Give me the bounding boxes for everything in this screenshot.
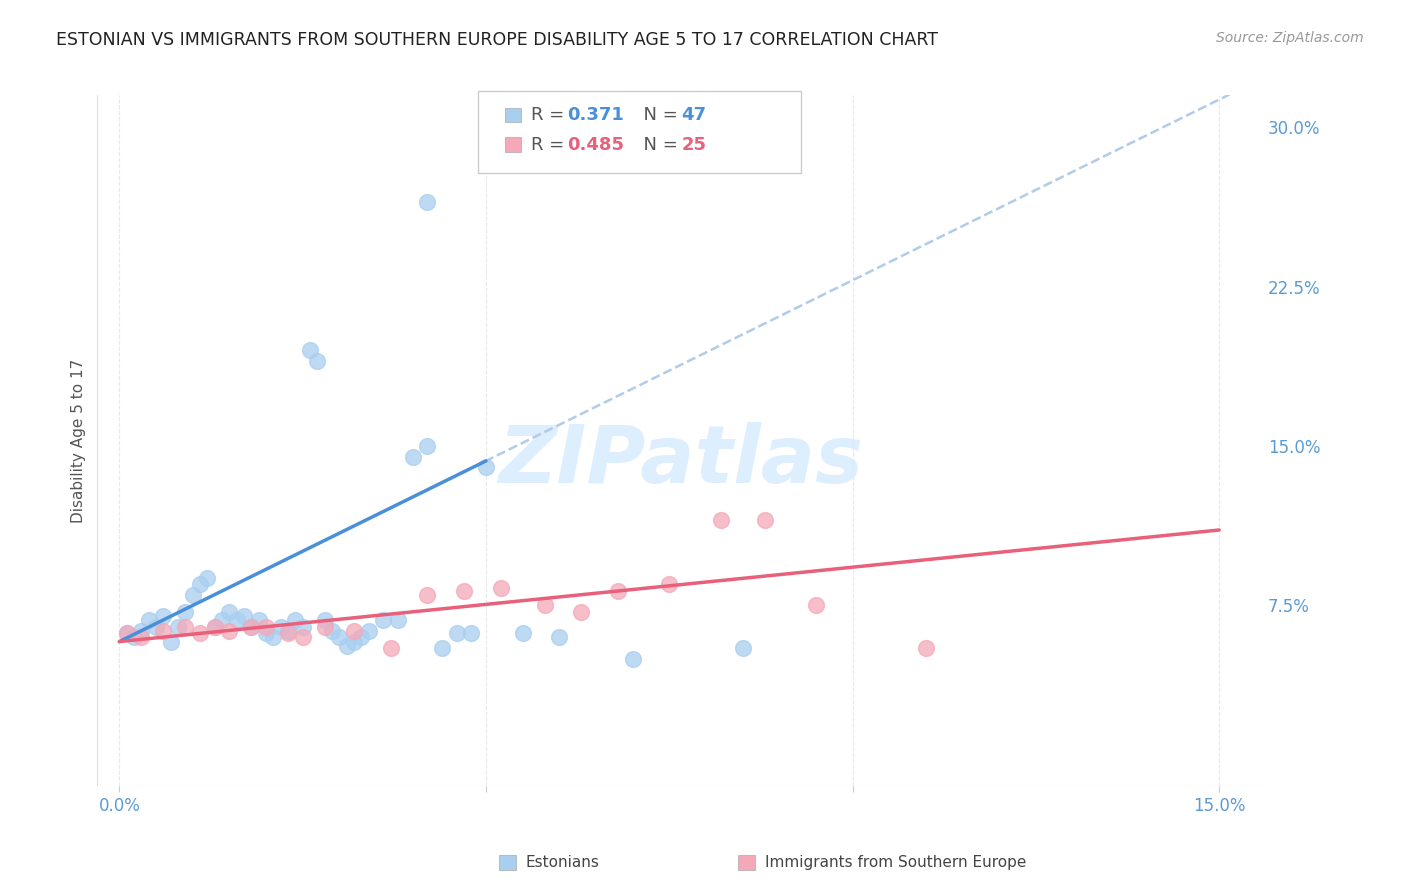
Point [357, 624, 380, 638]
Point [195, 571, 218, 585]
Point [387, 613, 409, 627]
Point [174, 605, 197, 619]
Text: 0.485: 0.485 [568, 136, 624, 153]
Y-axis label: Disability Age 5 to 17: Disability Age 5 to 17 [72, 359, 86, 523]
Point [145, 620, 167, 634]
Point [401, 450, 423, 464]
Point [233, 609, 256, 624]
Point [218, 624, 240, 638]
Point [159, 634, 181, 648]
Point [416, 439, 439, 453]
Point [804, 599, 827, 613]
Point [475, 460, 498, 475]
Point [489, 582, 512, 596]
Point [277, 626, 299, 640]
Point [167, 620, 190, 634]
Text: ZIPatlas: ZIPatlas [498, 423, 863, 500]
Point [328, 631, 350, 645]
Point [247, 613, 270, 627]
Point [350, 631, 373, 645]
Point [240, 620, 263, 634]
Point [254, 626, 277, 640]
Point [446, 626, 468, 640]
Point [607, 583, 630, 598]
Point [284, 613, 307, 627]
Point [218, 605, 240, 619]
Text: N =: N = [633, 136, 683, 153]
Point [131, 624, 153, 638]
Text: 0.371: 0.371 [568, 106, 624, 124]
Text: R =: R = [531, 106, 569, 124]
Point [240, 620, 263, 634]
Point [181, 588, 204, 602]
Text: ESTONIAN VS IMMIGRANTS FROM SOUTHERN EUROPE DISABILITY AGE 5 TO 17 CORRELATION C: ESTONIAN VS IMMIGRANTS FROM SOUTHERN EUR… [56, 31, 938, 49]
Point [453, 583, 475, 598]
Text: Source: ZipAtlas.com: Source: ZipAtlas.com [1216, 31, 1364, 45]
Point [731, 640, 754, 655]
Point [430, 640, 453, 655]
Point [915, 640, 938, 655]
Point [343, 624, 366, 638]
Point [270, 620, 292, 634]
Point [307, 354, 329, 368]
Point [548, 631, 571, 645]
Point [277, 624, 299, 638]
Point [298, 343, 321, 358]
Text: 25: 25 [682, 136, 706, 153]
Point [314, 613, 336, 627]
Point [336, 639, 359, 653]
Text: Estonians: Estonians [526, 855, 600, 870]
Point [204, 620, 226, 634]
Point [416, 588, 439, 602]
Text: 47: 47 [682, 106, 706, 124]
Point [174, 620, 197, 634]
Point [152, 624, 174, 638]
Point [254, 620, 277, 634]
Point [188, 577, 211, 591]
Point [122, 631, 145, 645]
Point [460, 626, 482, 640]
Text: Immigrants from Southern Europe: Immigrants from Southern Europe [765, 855, 1026, 870]
Point [131, 631, 153, 645]
Point [138, 613, 160, 627]
Text: N =: N = [633, 106, 683, 124]
Point [343, 634, 366, 648]
Point [621, 651, 644, 665]
Point [658, 577, 681, 591]
Point [291, 620, 314, 634]
Point [754, 513, 776, 527]
Point [710, 513, 733, 527]
Point [225, 613, 247, 627]
Point [373, 613, 395, 627]
Point [321, 624, 343, 638]
Point [262, 631, 284, 645]
Point [204, 620, 226, 634]
Point [314, 620, 336, 634]
Point [569, 605, 592, 619]
Point [152, 609, 174, 624]
Text: R =: R = [531, 136, 569, 153]
Point [512, 626, 534, 640]
Point [291, 631, 314, 645]
Point [416, 194, 439, 209]
Point [533, 599, 555, 613]
Point [115, 626, 138, 640]
Point [380, 640, 402, 655]
Point [188, 626, 211, 640]
Point [115, 626, 138, 640]
Point [211, 613, 233, 627]
